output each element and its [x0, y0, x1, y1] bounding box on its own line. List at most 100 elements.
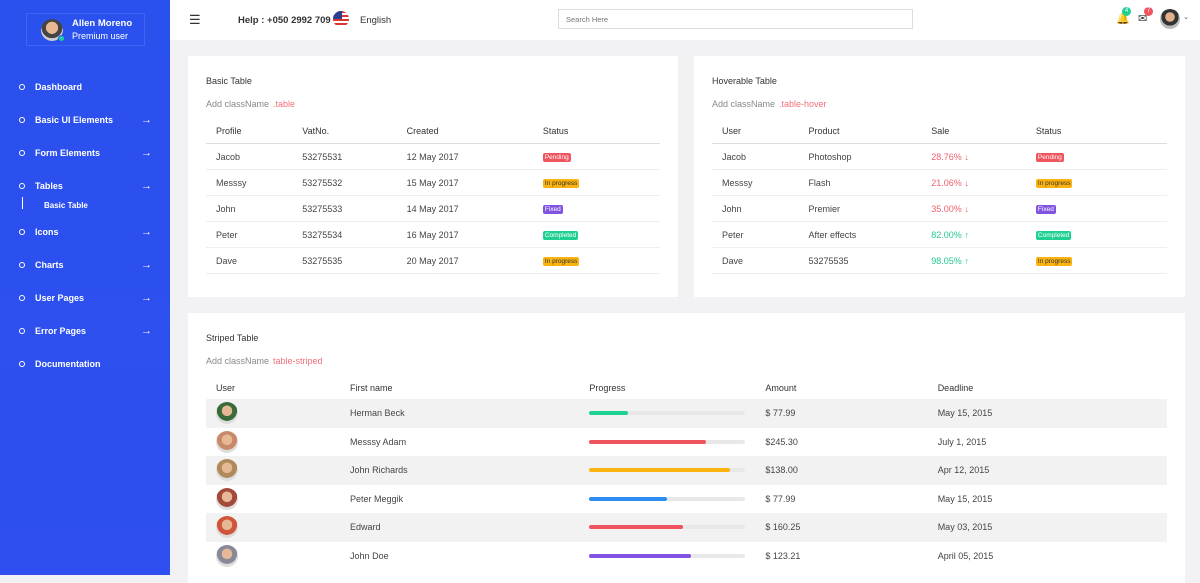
cell: Flash [798, 169, 922, 196]
cell: Messsy [206, 169, 293, 196]
sidebar-item-label: Basic UI Elements [35, 114, 114, 125]
table-row: John Richards $138.00 Apr 12, 2015 [206, 456, 1167, 485]
menu-toggle-icon[interactable]: ☰ [189, 12, 201, 27]
table-row[interactable]: John Premier 35.00% ↓ Fixed [712, 195, 1167, 222]
table-row: Peter 53275534 16 May 2017 Completed [206, 221, 660, 248]
online-status-icon [58, 34, 65, 42]
column-header: First name [350, 383, 393, 393]
cell: After effects [798, 221, 922, 248]
circle-icon [19, 360, 25, 367]
progress-bar [589, 439, 746, 444]
arrow-down-icon: ↓ [964, 151, 969, 162]
table-row[interactable]: Dave 53275535 98.05% ↑ In progress [712, 247, 1167, 274]
sidebar-item[interactable]: Tables → [0, 169, 170, 202]
user-avatar [216, 544, 238, 567]
progress-fill [589, 553, 691, 558]
cell: 53275532 [292, 169, 397, 196]
basic-table: Profile VatNo. Created Status Jacob 53275531 1… [206, 126, 660, 274]
arrow-right-icon: → [141, 179, 152, 192]
circle-icon [19, 149, 25, 156]
sidebar-item-label: User Pages [35, 292, 85, 303]
column-header: Sale [921, 126, 1026, 144]
sidebar-item[interactable]: Basic UI Elements → [0, 103, 170, 136]
arrow-up-icon: ↑ [964, 255, 969, 266]
status-badge: Pending [542, 153, 571, 162]
hint: Add className [206, 356, 270, 366]
cell: 53275534 [292, 221, 397, 248]
sidebar-item[interactable]: Dashboard [0, 70, 170, 103]
cell: Jacob [712, 143, 799, 170]
column-header: Deadline [937, 383, 974, 393]
user-avatar [216, 459, 238, 482]
cell: Dave [712, 247, 799, 274]
table-row: Herman Beck $ 77.99 May 15, 2015 [206, 399, 1167, 428]
table-row: Dave 53275535 20 May 2017 In progress [206, 247, 660, 274]
table-row[interactable]: Jacob Photoshop 28.76% ↓ Pending [712, 143, 1167, 170]
status-badge: In progress [542, 179, 580, 188]
sale-value: 35.00% [931, 203, 962, 214]
sidebar: Allen Moreno Premium user Dashboard Basic … [0, 0, 170, 575]
arrow-right-icon: → [141, 291, 152, 304]
column-header: VatNo. [292, 126, 397, 144]
hoverable-table-card: Hoverable Table Add className .table-hove… [694, 56, 1185, 297]
sidebar-item[interactable]: User Pages → [0, 281, 170, 314]
status-badge: Completed [542, 231, 579, 240]
amount: $245.30 [765, 436, 798, 447]
card-title: Striped Table [206, 333, 259, 343]
circle-icon [19, 294, 25, 301]
mail-icon[interactable]: ✉ 7 [1138, 7, 1153, 25]
arrow-up-icon: ↑ [964, 229, 969, 240]
bell-icon[interactable]: 🔔 4 [1116, 7, 1131, 25]
help-phone: Help : +050 2992 709 [238, 14, 331, 26]
table-row: Messsy 53275532 15 May 2017 In progress [206, 169, 660, 196]
cell: Dave [206, 247, 293, 274]
search-input[interactable] [558, 9, 913, 29]
classname: .table-hover [779, 99, 827, 109]
first-name: Herman Beck [340, 399, 580, 428]
classname: .table [273, 99, 296, 109]
circle-icon [19, 327, 25, 334]
cell: Premier [798, 195, 922, 222]
progress-fill [589, 496, 668, 501]
status-badge: Completed [1035, 231, 1072, 240]
status-badge: In progress [542, 257, 580, 266]
sidebar-item[interactable]: Error Pages → [0, 314, 170, 347]
user-profile[interactable]: Allen Moreno Premium user [26, 13, 145, 46]
user-avatar[interactable] [1160, 9, 1180, 29]
cell: Messsy [712, 169, 799, 196]
first-name: Messsy Adam [350, 436, 407, 447]
amount: $138.00 [755, 456, 928, 485]
sidebar-item-label: Documentation [35, 358, 101, 369]
sidebar-item[interactable]: Form Elements → [0, 136, 170, 169]
sidebar-item-label: Form Elements [35, 147, 101, 158]
circle-icon [19, 228, 25, 235]
sidebar-item-label: Charts [35, 259, 64, 270]
us-flag-icon[interactable] [333, 11, 349, 27]
chevron-down-icon[interactable]: ⌄ [1183, 14, 1189, 21]
table-row[interactable]: Messsy Flash 21.06% ↓ In progress [712, 169, 1167, 196]
sale-value: 82.00% [931, 229, 962, 240]
classname: table-striped [273, 356, 323, 366]
cell: Peter [712, 221, 799, 248]
cell: Peter [206, 221, 293, 248]
sidebar-item[interactable]: Icons → [0, 215, 170, 248]
sidebar-item[interactable]: Documentation [0, 347, 170, 380]
table-row[interactable]: Peter After effects 82.00% ↑ Completed [712, 221, 1167, 248]
column-header: Progress [589, 383, 626, 393]
user-avatar [216, 516, 238, 539]
cell: John [206, 195, 293, 222]
amount: $ 77.99 [755, 399, 928, 428]
cell: Photoshop [798, 143, 922, 170]
first-name: Edward [340, 513, 580, 542]
table-row: John Doe $ 123.21 April 05, 2015 [206, 542, 1167, 571]
deadline: April 05, 2015 [937, 550, 994, 561]
table-row: John 53275533 14 May 2017 Fixed [206, 195, 660, 222]
user-name: Allen Moreno [72, 18, 133, 29]
notification-count: 4 [1122, 7, 1131, 16]
cell: Jacob [206, 143, 293, 170]
language-selector[interactable]: English [360, 14, 392, 26]
sidebar-item[interactable]: Charts → [0, 248, 170, 281]
sidebar-subitem[interactable]: Basic Table [0, 195, 170, 215]
card-title: Hoverable Table [712, 76, 777, 86]
sidebar-item-label: Tables [35, 180, 63, 191]
